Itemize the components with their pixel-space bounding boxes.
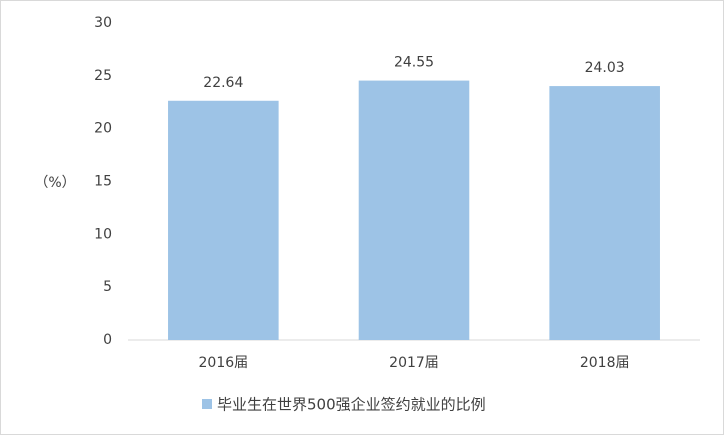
x-tick-label: 2018届 [580, 355, 630, 371]
y-axis-label: （%） [34, 175, 75, 191]
y-tick-label: 25 [94, 68, 112, 84]
y-tick-label: 30 [94, 15, 112, 31]
y-tick-label: 0 [103, 332, 112, 348]
data-label: 22.64 [203, 75, 243, 91]
bar [168, 100, 279, 341]
x-tick-label: 2016届 [199, 355, 249, 371]
y-tick-label: 15 [94, 174, 112, 190]
bar [549, 86, 660, 340]
data-label: 24.55 [394, 55, 434, 71]
x-tick-label: 2017届 [389, 355, 439, 371]
legend-label: 毕业生在世界500强企业签约就业的比例 [217, 396, 486, 414]
legend-swatch [202, 399, 212, 409]
bar [358, 80, 470, 341]
y-tick-label: 10 [94, 226, 112, 242]
y-tick-label: 20 [94, 121, 112, 137]
data-label: 24.03 [585, 60, 625, 76]
y-tick-label: 5 [103, 279, 112, 295]
